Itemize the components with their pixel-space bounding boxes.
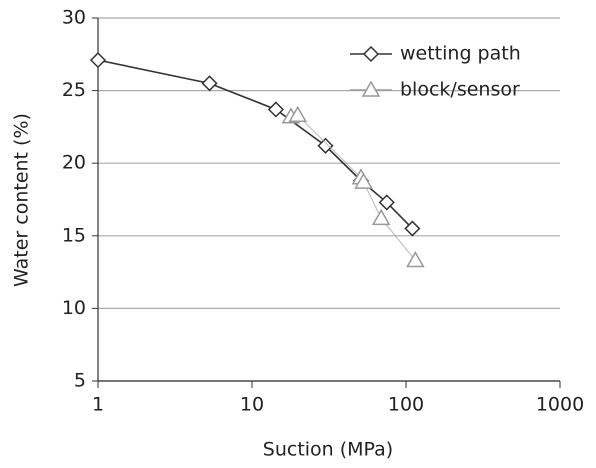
y-tick-label: 30	[62, 7, 86, 29]
legend-marker	[361, 80, 381, 97]
data-point	[317, 137, 334, 154]
y-axis-title: Water content (%)	[11, 113, 33, 287]
x-tick-label: 100	[388, 394, 424, 416]
legend-label: wetting path	[400, 43, 521, 65]
y-tick-label: 10	[62, 297, 86, 319]
legend-marker	[362, 45, 380, 63]
x-tick-label: 1000	[536, 394, 584, 416]
series-line	[290, 114, 416, 261]
data-point	[404, 220, 421, 237]
data-point	[201, 75, 218, 92]
y-tick-label: 15	[62, 224, 86, 246]
data-point	[267, 101, 284, 118]
y-tick-label: 20	[62, 152, 86, 174]
data-point	[406, 250, 425, 268]
x-tick-label: 1	[92, 394, 104, 416]
y-tick-label: 5	[74, 370, 86, 392]
data-point	[288, 105, 307, 123]
data-point	[89, 52, 107, 69]
data-point	[354, 172, 373, 189]
x-tick-label: 10	[240, 394, 264, 416]
series-line	[97, 59, 413, 230]
data-point	[371, 208, 391, 226]
legend-label: block/sensor	[400, 79, 520, 101]
x-axis-title: Suction (MPa)	[263, 439, 393, 461]
data-point	[378, 194, 395, 211]
y-tick-label: 25	[62, 79, 86, 101]
